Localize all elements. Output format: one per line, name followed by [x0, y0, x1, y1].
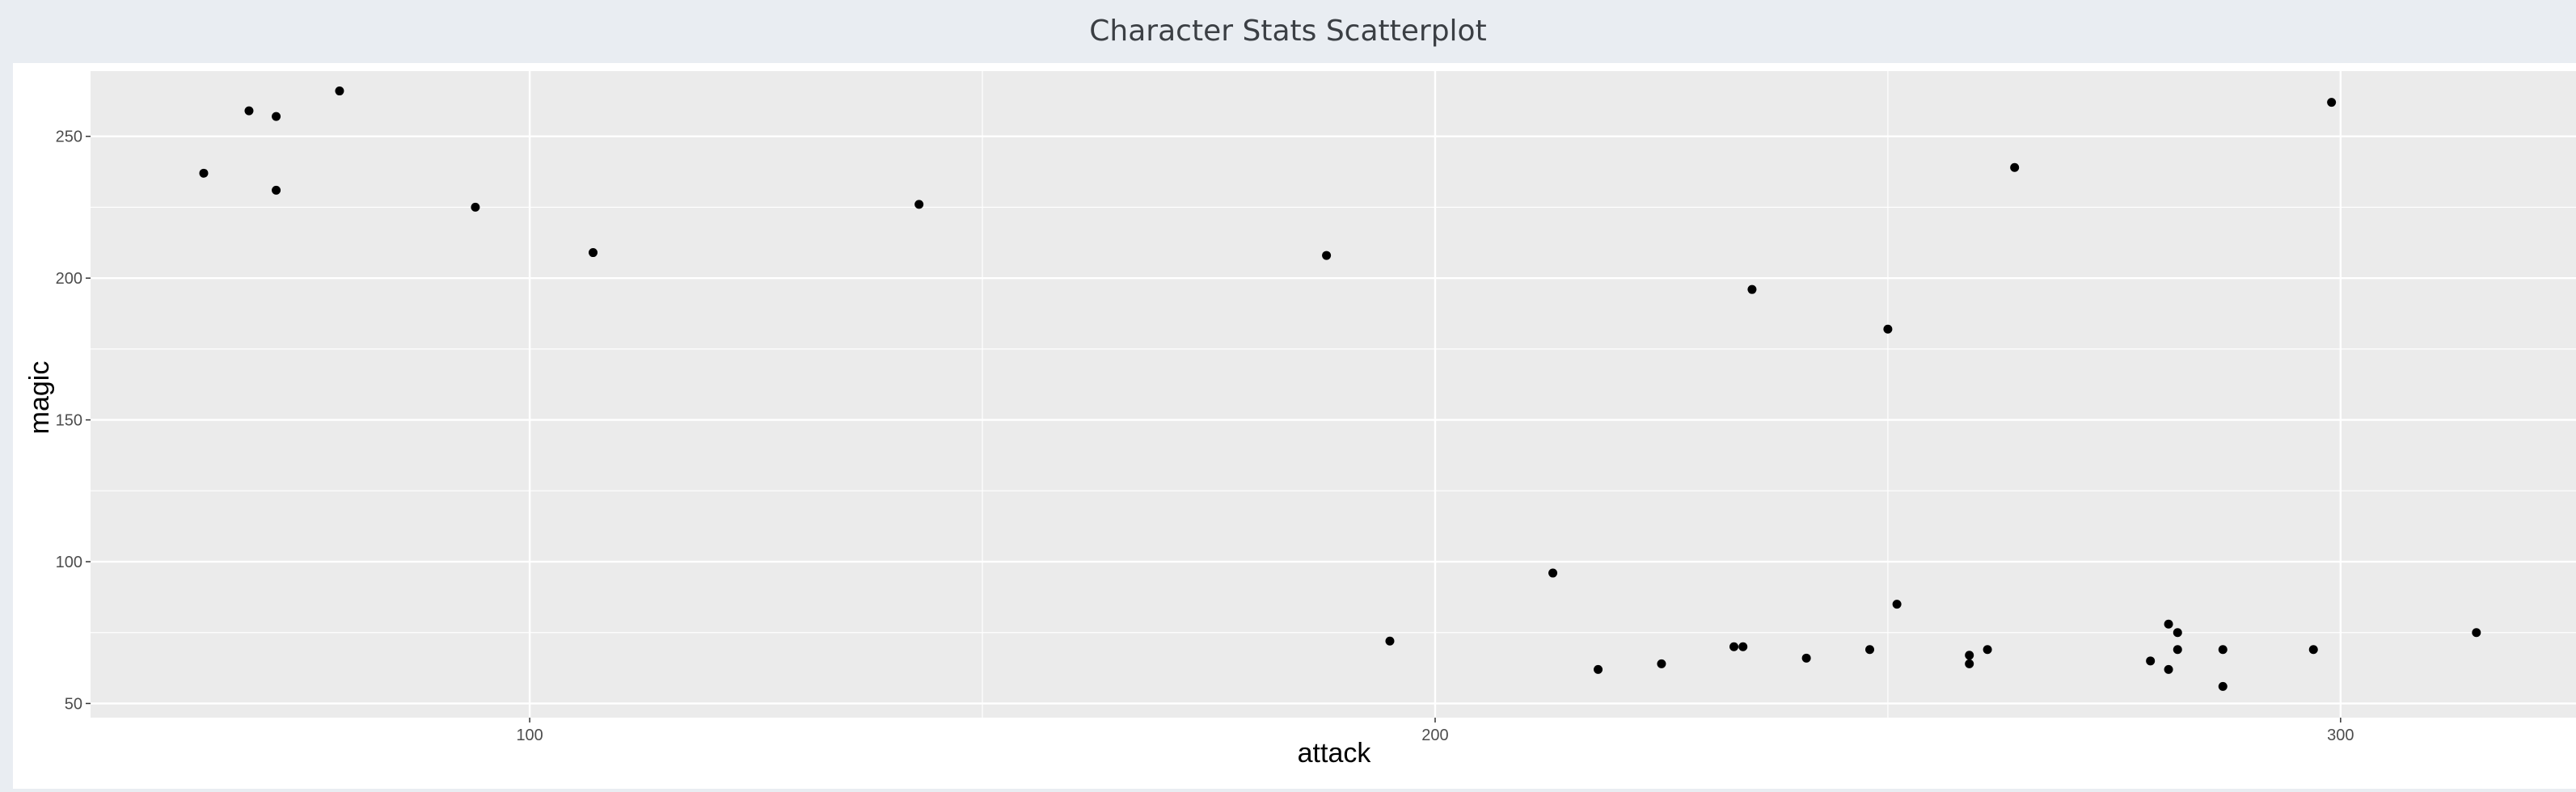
tick-layer: 100 200 300 50 100 150 200 250 — [56, 128, 2354, 744]
data-point — [1322, 251, 1332, 260]
data-point — [2173, 645, 2182, 655]
data-point — [2308, 645, 2318, 655]
data-point — [1385, 636, 1395, 646]
data-point — [2146, 656, 2156, 666]
data-point — [2327, 98, 2337, 107]
x-axis-title: attack — [1298, 738, 1372, 769]
data-point — [2010, 162, 2020, 172]
data-point — [1983, 645, 1992, 655]
y-tick-label: 100 — [56, 554, 82, 571]
data-point — [2164, 664, 2173, 674]
data-point — [2472, 628, 2481, 638]
y-tick-label: 200 — [56, 270, 82, 288]
scatter-chart: 100 200 300 50 100 150 200 250 attack magic — [24, 71, 2576, 769]
y-axis-title: magic — [24, 361, 55, 435]
data-point — [1594, 664, 1603, 674]
data-point — [1883, 324, 1893, 334]
x-tick-label: 200 — [1421, 727, 1448, 744]
data-point — [1729, 642, 1739, 651]
data-point — [2164, 619, 2173, 629]
data-point — [1657, 659, 1666, 668]
data-point — [1965, 651, 1974, 660]
data-point — [244, 106, 254, 116]
data-point — [471, 202, 480, 212]
chart-panel: 100 200 300 50 100 150 200 250 attack magic — [13, 63, 2576, 789]
data-point — [272, 112, 281, 121]
grid-layer — [91, 71, 2576, 718]
plot-area — [91, 71, 2576, 718]
y-tick-label: 250 — [56, 128, 82, 146]
data-point — [2173, 628, 2182, 638]
data-point — [1548, 568, 1558, 578]
plot-background — [91, 71, 2576, 718]
data-point — [2218, 681, 2228, 691]
data-point — [272, 185, 281, 195]
data-point — [1965, 659, 1974, 668]
data-point — [1801, 653, 1811, 663]
data-point — [2218, 645, 2228, 655]
data-point — [1865, 645, 1875, 655]
y-tick-label: 150 — [56, 412, 82, 430]
data-point — [1747, 284, 1757, 294]
x-tick-label: 300 — [2327, 727, 2354, 744]
data-point — [1738, 642, 1748, 651]
x-tick-label: 100 — [516, 727, 543, 744]
data-point — [914, 200, 924, 209]
data-point — [335, 86, 344, 96]
data-point — [589, 248, 598, 258]
data-point — [1892, 600, 1902, 609]
y-tick-label: 50 — [65, 695, 82, 713]
points-layer — [199, 86, 2481, 691]
chart-title: Character Stats Scatterplot — [1089, 14, 1487, 48]
data-point — [199, 168, 209, 178]
